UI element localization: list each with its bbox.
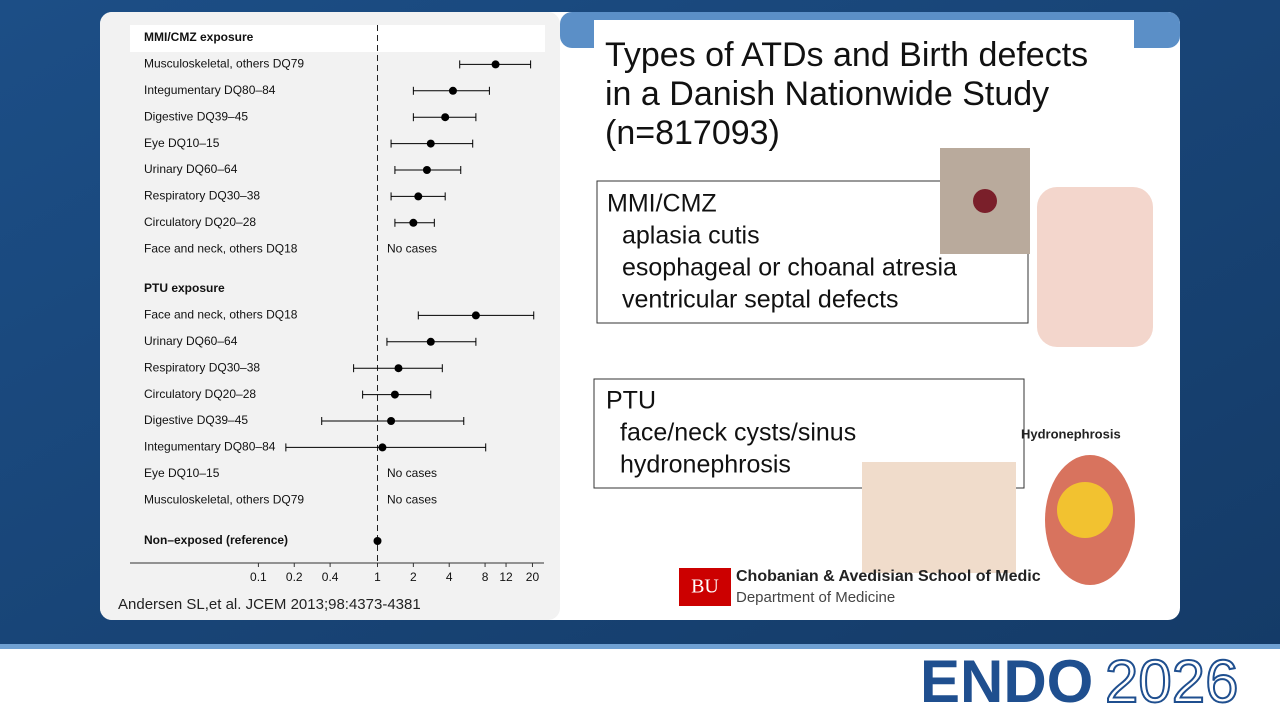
x-tick-label: 8 (482, 570, 489, 584)
row-label: Face and neck, others DQ18 (144, 241, 298, 255)
school-logo (679, 568, 731, 606)
box-item: face/neck cysts/sinus (620, 419, 856, 447)
reference-label: Non–exposed (reference) (144, 533, 288, 547)
logo-text: BU (691, 576, 719, 598)
title-line: Types of ATDs and Birth defects (605, 36, 1088, 74)
estimate-point (394, 364, 403, 373)
infant-illustration (1037, 187, 1153, 347)
row-label: Respiratory DQ30–38 (144, 360, 260, 374)
ear-illustration (862, 462, 1016, 573)
box-item: aplasia cutis (622, 222, 760, 250)
row-label: Musculoskeletal, others DQ79 (144, 57, 304, 71)
x-tick-label: 12 (499, 570, 513, 584)
x-tick-label: 4 (446, 570, 453, 584)
title-box (594, 20, 1134, 160)
box-heading: MMI/CMZ (607, 190, 717, 218)
citation: Andersen SL,et al. JCEM 2013;98:4373-438… (118, 596, 421, 613)
estimate-point (387, 417, 396, 425)
group-heading: MMI/CMZ exposure (144, 30, 254, 44)
school-name: Chobanian & Avedisian School of Medic (736, 568, 1041, 585)
box-item: hydronephrosis (620, 451, 791, 479)
box-heading: PTU (606, 387, 656, 415)
box-item: esophageal or choanal atresia (622, 254, 957, 282)
x-tick-label: 0.4 (322, 570, 339, 584)
estimate-point (471, 311, 480, 320)
estimate-point (426, 139, 435, 148)
ptu-box (593, 378, 1025, 489)
row-label: Urinary DQ60–64 (144, 162, 238, 176)
kidney-pelvis (1057, 482, 1113, 538)
row-label: Integumentary DQ80–84 (144, 83, 276, 97)
estimate-point (409, 218, 418, 227)
row-label: Urinary DQ60–64 (144, 334, 238, 348)
footer-year: 2026 (1105, 648, 1238, 715)
estimate-point (378, 443, 387, 452)
estimate-point (491, 60, 500, 69)
x-tick-label: 2 (410, 570, 417, 584)
row-label: Eye DQ10–15 (144, 466, 220, 480)
estimate-point (448, 86, 457, 95)
footer-brand: ENDO (920, 648, 1093, 715)
estimate-point (441, 113, 450, 122)
chart-panel (100, 12, 560, 620)
row-label: Circulatory DQ20–28 (144, 387, 256, 401)
row-note: No cases (387, 492, 437, 506)
x-tick-label: 20 (526, 570, 540, 584)
department: Department of Medicine (736, 589, 895, 606)
row-label: Integumentary DQ80–84 (144, 440, 276, 454)
row-label: Circulatory DQ20–28 (144, 215, 256, 229)
estimate-point (414, 192, 423, 201)
row-note: No cases (387, 241, 437, 255)
row-label: Musculoskeletal, others DQ79 (144, 492, 304, 506)
x-tick-label: 0.1 (250, 570, 267, 584)
image-label: Hydronephrosis (1021, 426, 1121, 441)
title-line: in a Danish Nationwide Study (605, 75, 1049, 113)
row-label: Digestive DQ39–45 (144, 109, 248, 123)
chart-header (130, 25, 545, 52)
row-label: Digestive DQ39–45 (144, 413, 248, 427)
row-label: Face and neck, others DQ18 (144, 308, 298, 322)
reference-point (373, 537, 382, 545)
title-line: (n=817093) (605, 114, 780, 152)
row-label: Respiratory DQ30–38 (144, 189, 260, 203)
box-item: ventricular septal defects (622, 286, 899, 314)
x-tick-label: 1 (374, 570, 381, 584)
footer (0, 644, 1280, 720)
x-tick-label: 0.2 (286, 570, 303, 584)
row-label: Eye DQ10–15 (144, 136, 220, 150)
estimate-point (422, 166, 431, 174)
scalp-lesion (973, 189, 997, 213)
estimate-point (426, 337, 435, 346)
estimate-point (390, 390, 399, 399)
footer-rule (0, 644, 1280, 649)
row-note: No cases (387, 466, 437, 480)
group-heading: PTU exposure (144, 281, 225, 295)
